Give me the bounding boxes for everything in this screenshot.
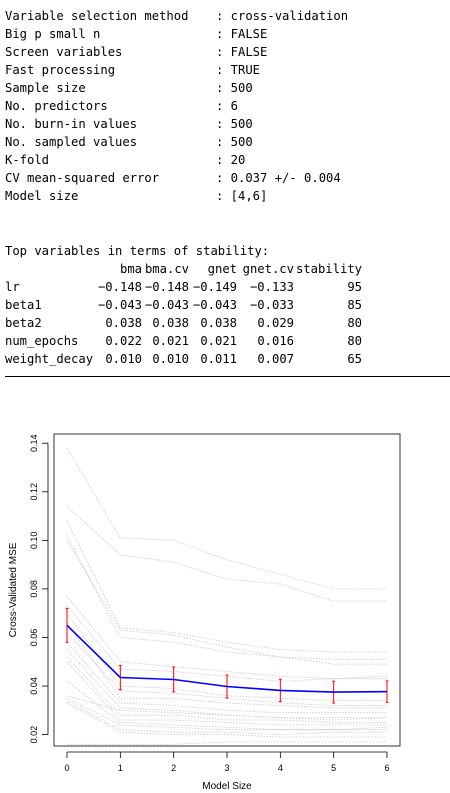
stability-cell: 0.029 [257,314,294,332]
stability-cell: 0.010 [152,350,189,368]
stability-cell: 65 [347,350,362,368]
stability-cell: 80 [347,314,362,332]
stability-cell: 0.038 [105,314,142,332]
error-bars [66,608,389,703]
divider [5,376,450,377]
x-axis: 0 1 2 3 4 5 6 [64,752,389,773]
cv-mse-chart: 0 1 2 3 4 5 6 0.02 0.04 0.06 0.08 0.10 0.12 0.14 Mod… [0,420,450,793]
fold-line [67,448,387,589]
x-tick-label: 4 [278,763,283,773]
stability-variable-name: num_epochs [5,332,78,350]
x-tick-label: 1 [118,763,123,773]
summary-key: No. burn-in values [5,115,137,133]
summary-key: Big p small n [5,25,100,43]
stability-variable-name: beta2 [5,314,42,332]
summary-key: Fast processing [5,61,115,79]
stability-cell: −0.033 [250,296,294,314]
summary-key: Model size [5,187,78,205]
summary-key: No. sampled values [5,133,137,151]
stability-cell: 95 [347,278,362,296]
stability-cell: 0.016 [257,332,294,350]
fold-line [67,506,387,601]
summary-value: : 500 [216,115,253,133]
y-tick-label: 0.14 [29,434,39,452]
y-axis-label: Cross-Validated MSE [8,542,19,637]
x-tick-label: 2 [171,763,176,773]
y-tick-label: 0.06 [29,629,39,647]
stability-cell: 0.007 [257,350,294,368]
stability-column-header: gnet.cv [243,260,294,278]
fold-line [67,606,387,681]
summary-key: Variable selection method [5,7,188,25]
stability-cell: 80 [347,332,362,350]
stability-cell: 0.038 [152,314,189,332]
fold-line [67,540,387,664]
summary-key: K-fold [5,151,49,169]
stability-column-header: gnet [208,260,237,278]
fold-line [67,521,387,652]
stability-cell: −0.043 [98,296,142,314]
stability-cell: −0.043 [145,296,189,314]
stability-cell: 0.011 [200,350,237,368]
stability-cell: −0.043 [193,296,237,314]
summary-key: No. predictors [5,97,108,115]
fold-line [67,596,387,679]
stability-row: lr −0.148 −0.148 −0.149 −0.133 95 [5,278,450,296]
x-tick-label: 5 [331,763,336,773]
summary-value: : FALSE [216,43,267,61]
stability-cell: −0.148 [145,278,189,296]
y-tick-label: 0.12 [29,483,39,501]
stability-variable-name: weight_decay [5,350,93,368]
stability-column-header: bma [120,260,142,278]
fold-line [67,742,387,744]
summary-value: : [4,6] [216,187,267,205]
stability-cell: 0.021 [152,332,189,350]
fold-lines [67,448,387,744]
summary-value: : 500 [216,79,253,97]
y-axis: 0.02 0.04 0.06 0.08 0.10 0.12 0.14 [29,434,48,743]
stability-column-header: stability [296,260,362,278]
stability-cell: 0.022 [105,332,142,350]
summary-value: : 0.037 +/- 0.004 [216,169,341,187]
stability-variable-name: lr [5,278,20,296]
stability-row: weight_decay 0.010 0.010 0.011 0.007 65 [5,350,450,368]
stability-cell: −0.133 [250,278,294,296]
stability-cell: 85 [347,296,362,314]
summary-value: : TRUE [216,61,260,79]
summary-key: CV mean-squared error [5,169,159,187]
x-tick-label: 0 [64,763,69,773]
stability-cell: 0.038 [200,314,237,332]
x-axis-label: Model Size [202,781,252,792]
stability-row: beta1 −0.043 −0.043 −0.043 −0.033 85 [5,296,450,314]
stability-cell: −0.148 [98,278,142,296]
stability-row: num_epochs 0.022 0.021 0.021 0.016 80 [5,332,450,350]
summary-value: : 500 [216,133,253,151]
stability-cell: −0.149 [193,278,237,296]
y-tick-label: 0.08 [29,580,39,598]
summary-key: Sample size [5,79,86,97]
stability-cell: 0.021 [200,332,237,350]
summary-value: : cross-validation [216,7,348,25]
y-tick-label: 0.02 [29,726,39,744]
y-tick-label: 0.10 [29,532,39,550]
x-tick-label: 6 [384,763,389,773]
y-tick-label: 0.04 [29,677,39,695]
summary-key: Screen variables [5,43,122,61]
x-tick-label: 3 [224,763,229,773]
fold-line [67,696,387,720]
summary-value: : FALSE [216,25,267,43]
stability-row: beta2 0.038 0.038 0.038 0.029 80 [5,314,450,332]
stability-variable-name: beta1 [5,296,42,314]
summary-value: : 6 [216,97,238,115]
stability-column-header: bma.cv [145,260,189,278]
summary-value: : 20 [216,151,245,169]
stability-title: Top variables in terms of stability: [5,242,269,260]
fold-line [67,536,387,660]
stability-cell: 0.010 [105,350,142,368]
stability-header: bma bma.cv gnet gnet.cv stability [5,260,450,278]
